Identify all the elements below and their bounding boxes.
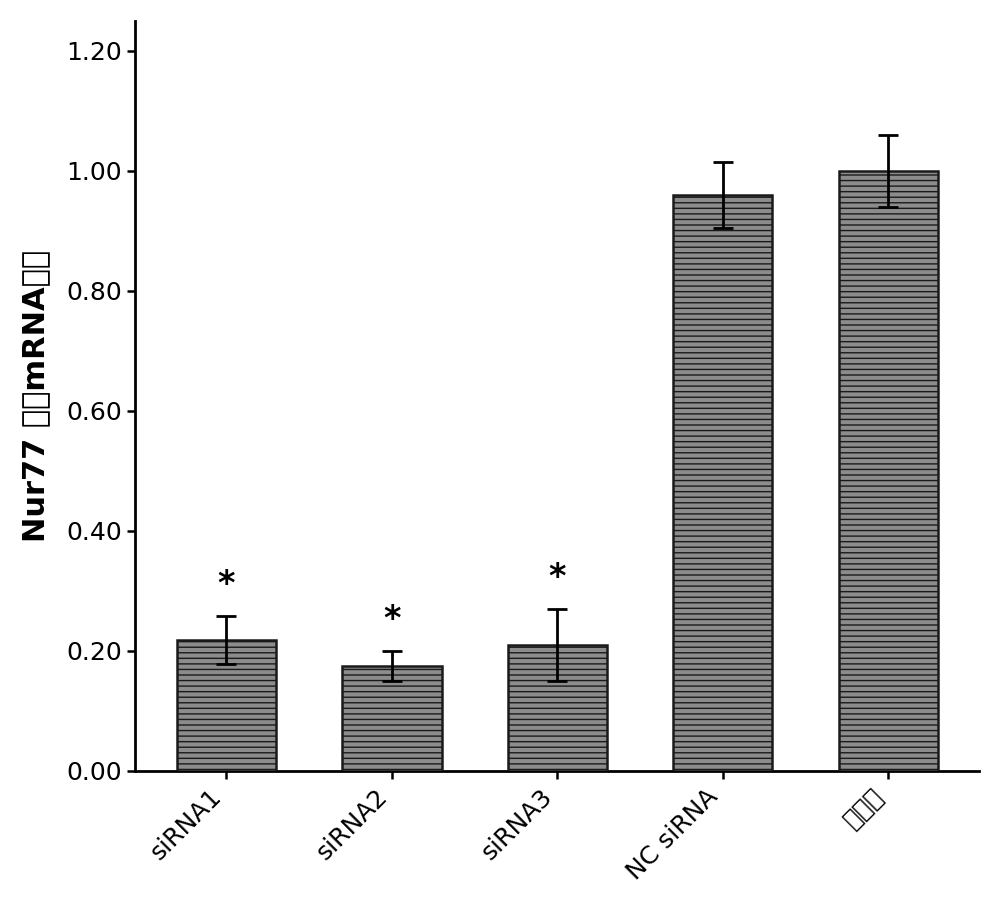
Bar <box>342 666 442 771</box>
Y-axis label: Nur77 相对mRNA水平: Nur77 相对mRNA水平 <box>21 250 50 542</box>
Bar <box>673 195 772 771</box>
Text: *: * <box>549 561 566 594</box>
Bar <box>839 171 938 771</box>
Bar <box>508 645 607 771</box>
Bar <box>177 640 276 771</box>
Text: *: * <box>383 603 401 636</box>
Text: *: * <box>218 568 235 601</box>
